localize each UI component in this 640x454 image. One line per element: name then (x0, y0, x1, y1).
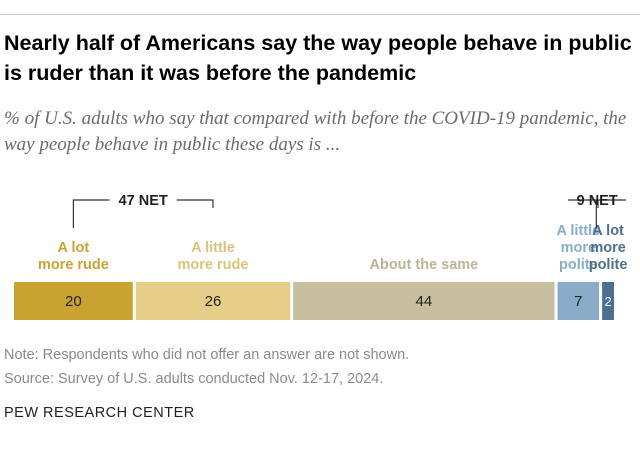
bar-segment-5 (602, 282, 614, 320)
category-label-4: A little more polite (556, 223, 600, 273)
bar-value-label-2: 26 (205, 293, 222, 310)
category-label-5: A lot more polite (589, 223, 628, 273)
net-label-2: 9 NET (577, 193, 618, 209)
stacked-bar-chart: 20 26 44 7 2 A lot more rude A little more rude A… (14, 193, 628, 320)
bar-segment-3 (293, 282, 555, 320)
category-label-2: A little more rude (178, 240, 249, 273)
chart-note: Note: Respondents who did not offer an a… (4, 347, 410, 363)
net-bracket-2 (568, 199, 627, 228)
bar-segment-2 (135, 282, 291, 320)
top-rule (0, 14, 640, 15)
net-bracket-1 (72, 199, 214, 228)
bar-value-label-1: 20 (65, 293, 82, 310)
bar-value-label-5: 2 (604, 294, 611, 309)
category-label-3: About the same (369, 257, 478, 273)
bar-segment-1 (14, 282, 133, 320)
category-label-1: A lot more rude (38, 240, 109, 273)
chart-source: Source: Survey of U.S. adults conducted … (4, 371, 384, 387)
chart-subtitle: % of U.S. adults who say that compared w… (4, 108, 627, 155)
org-name: PEW RESEARCH CENTER (4, 405, 195, 421)
net-label-1: 47 NET (119, 193, 168, 209)
chart-title: Nearly half of Americans say the way peo… (4, 31, 632, 85)
bar-segment-4 (557, 282, 600, 320)
bar-value-label-3: 44 (416, 293, 433, 310)
bar-value-label-4: 7 (574, 293, 582, 310)
